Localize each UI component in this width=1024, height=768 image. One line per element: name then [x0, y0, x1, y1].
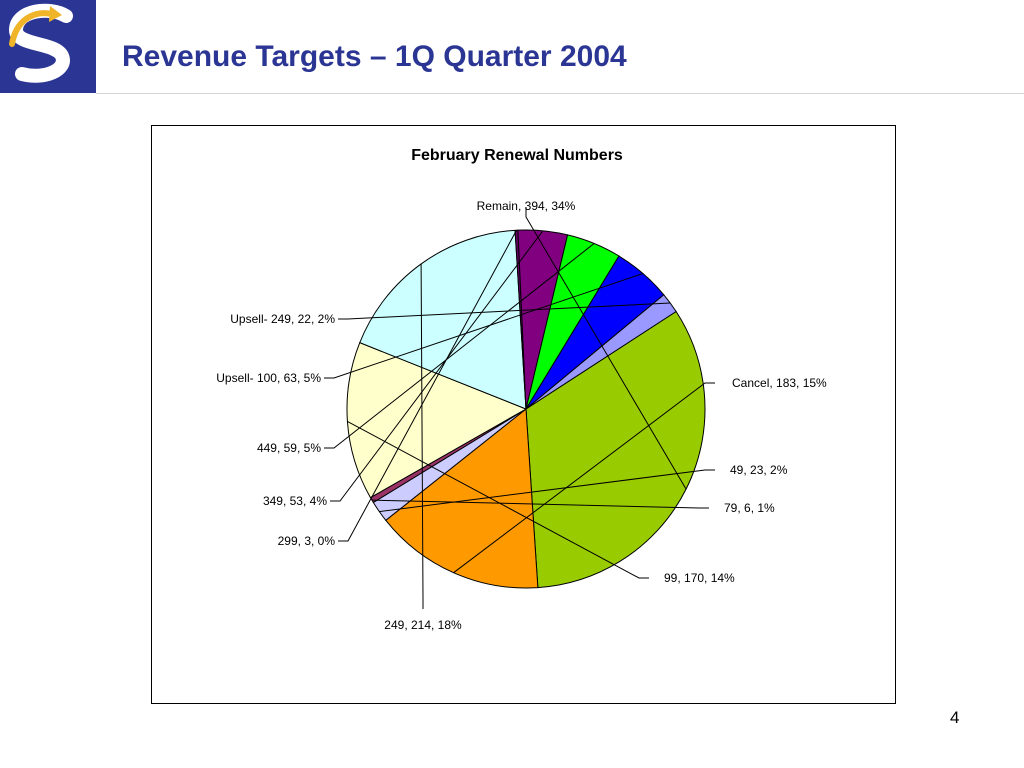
leader-line-6: [338, 230, 517, 542]
company-logo: [0, 0, 96, 93]
leader-line-8: [324, 243, 595, 449]
slice-label-1: Cancel, 183, 15%: [732, 376, 827, 390]
slice-label-7: 349, 53, 4%: [263, 494, 327, 508]
leader-line-2: [379, 469, 715, 513]
title-divider: [96, 93, 1024, 94]
slice-label-4: 99, 170, 14%: [664, 571, 735, 585]
leader-line-9: [324, 273, 644, 379]
leader-line-7: [330, 230, 544, 502]
leader-line-0: [525, 207, 687, 490]
leader-line-5: [420, 263, 424, 609]
leader-line-1: [453, 382, 715, 574]
page-title: Revenue Targets – 1Q Quarter 2004: [122, 40, 627, 73]
slice-label-10: Upsell- 249, 22, 2%: [230, 312, 335, 326]
chart-frame: February Renewal Numbers Remain, 394, 34…: [151, 125, 896, 704]
leader-line-4: [347, 420, 649, 579]
page-number: 4: [950, 708, 960, 727]
pie-chart: February Renewal Numbers Remain, 394, 34…: [216, 147, 827, 632]
chart-title: February Renewal Numbers: [411, 147, 623, 164]
leader-line-10: [338, 302, 671, 320]
slice-label-5: 249, 214, 18%: [384, 618, 462, 632]
slice-label-0: Remain, 394, 34%: [477, 199, 576, 213]
slice-label-6: 299, 3, 0%: [278, 534, 336, 548]
pie-slice-1: [385, 408, 539, 589]
pie-slice-10: [525, 294, 677, 410]
slice-label-2: 49, 23, 2%: [730, 463, 788, 477]
slice-label-9: Upsell- 100, 63, 5%: [216, 371, 321, 385]
slice-label-8: 449, 59, 5%: [257, 441, 321, 455]
slice-label-3: 79, 6, 1%: [724, 501, 775, 515]
leader-line-3: [371, 499, 709, 509]
